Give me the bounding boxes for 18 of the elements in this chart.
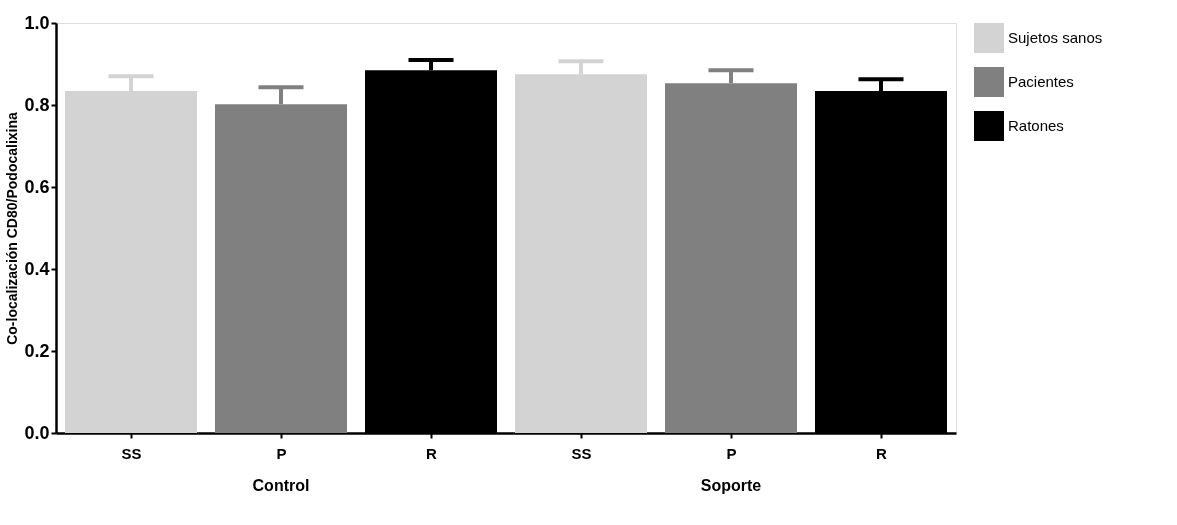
y-tick-label: 0.0 — [24, 422, 50, 443]
y-tick-label: 0.4 — [24, 258, 50, 279]
text: Soporte — [700, 477, 762, 494]
y-tick-label: 0.6 — [24, 176, 50, 197]
x-tick-label: SS — [121, 444, 142, 462]
y-tick-label: 0.2 — [24, 340, 50, 361]
x-tick-label: R — [426, 444, 438, 462]
legend-label: Ratones — [1008, 117, 1064, 134]
x-tick-label: SS — [571, 444, 592, 462]
y-tick-label: 1.0 — [24, 12, 50, 33]
x-tick-label: R — [876, 444, 888, 462]
x-tick-label: P — [726, 444, 737, 462]
legend-label: Pacientes — [1008, 73, 1074, 90]
y-tick-label: 0.8 — [24, 94, 50, 115]
legend-label: Sujetos sanos — [1008, 29, 1103, 46]
text: Control — [252, 477, 310, 494]
y-axis-title: Co-localización CD80/Podocalixina — [4, 111, 21, 345]
x-tick-label: P — [276, 444, 287, 462]
